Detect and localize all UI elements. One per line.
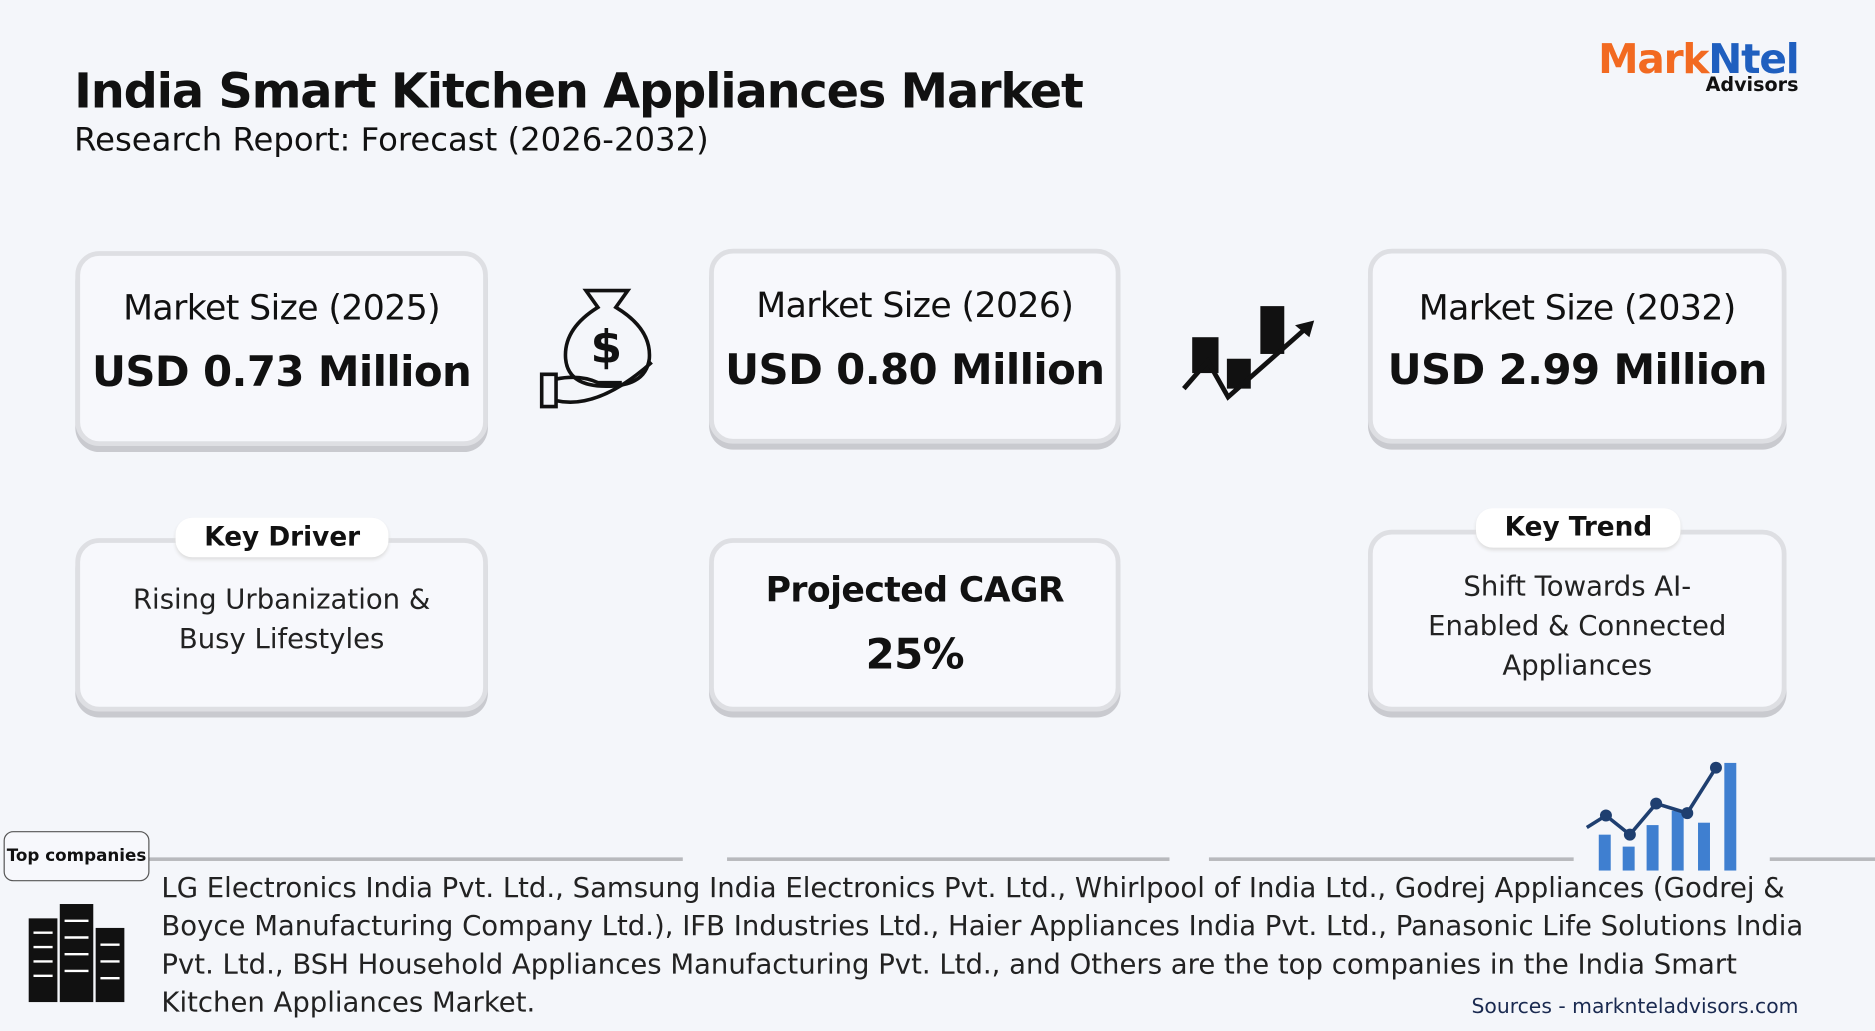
cagr-card: Projected CAGR 25% — [709, 538, 1121, 712]
svg-text:$: $ — [590, 320, 622, 373]
key-driver-card: Rising Urbanization & Busy Lifestyles — [75, 538, 488, 712]
logo: MarkNtel — [1555, 35, 1800, 84]
divider — [1769, 857, 1875, 861]
market-size-card: Market Size (2025) USD 0.73 Million — [75, 251, 488, 447]
card-label: Market Size (2026) — [756, 284, 1074, 326]
divider — [727, 857, 1170, 861]
source: Sources - marknteladvisors.com — [1471, 994, 1799, 1019]
key-trend-text: Shift Towards AI-Enabled & Connected App… — [1428, 571, 1727, 682]
growth-icon — [1182, 306, 1315, 401]
market-size-card: Market Size (2032) USD 2.99 Million — [1367, 248, 1787, 444]
key-driver-label: Key Driver — [175, 517, 389, 558]
market-size-card: Market Size (2026) USD 0.80 Million — [709, 248, 1121, 444]
subtitle: Research Report: Forecast (2026-2032) — [74, 121, 709, 160]
title: India Smart Kitchen Appliances Market — [74, 64, 1084, 120]
card-value: USD 2.99 Million — [1387, 346, 1768, 395]
key-trend-label: Key Trend — [1475, 508, 1681, 548]
divider — [1208, 857, 1574, 861]
logo-sub: Advisors — [1705, 72, 1799, 96]
divider — [149, 857, 683, 861]
card-label: Market Size (2032) — [1418, 286, 1737, 328]
cagr-label: Projected CAGR — [765, 569, 1065, 610]
bars-icon — [1585, 761, 1737, 871]
key-trend-card: Shift Towards AI-Enabled & Connected App… — [1367, 529, 1787, 712]
key-driver-text: Rising Urbanization & Busy Lifestyles — [132, 584, 431, 656]
logo-brand-b: Ntel — [1708, 35, 1799, 84]
card-value: USD 0.80 Million — [725, 346, 1105, 395]
money-icon: $ — [539, 288, 653, 409]
card-value: USD 0.73 Million — [91, 349, 472, 398]
top-companies-text: LG Electronics India Pvt. Ltd., Samsung … — [161, 872, 1804, 1019]
card-label: Market Size (2025) — [123, 286, 441, 328]
building-icon — [28, 904, 125, 1003]
top-companies-label: Top companies — [3, 831, 150, 882]
logo-brand-a: Mark — [1598, 35, 1709, 84]
cagr-value: 25% — [865, 631, 965, 680]
